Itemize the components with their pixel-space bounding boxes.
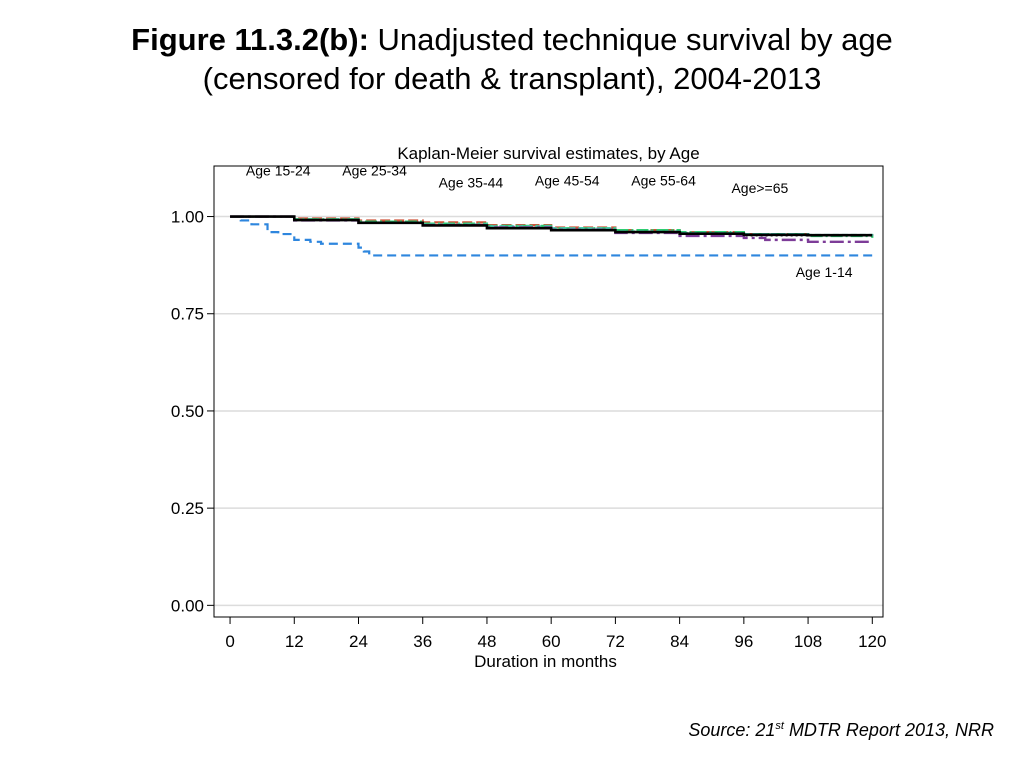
series-annotation: Age 45-54 bbox=[535, 172, 600, 188]
y-tick-label: 1.00 bbox=[171, 208, 204, 227]
series-line-age-1-14 bbox=[230, 215, 873, 257]
series-line-age-65 bbox=[230, 215, 873, 237]
series-annotation: Age 1-14 bbox=[796, 264, 853, 280]
y-tick-label: 0.25 bbox=[171, 499, 204, 518]
x-tick-label: 72 bbox=[606, 632, 625, 651]
x-tick-label: 48 bbox=[477, 632, 496, 651]
chart-title: Kaplan-Meier survival estimates, by Age bbox=[397, 144, 699, 163]
series-annotation: Age 35-44 bbox=[439, 174, 504, 190]
x-tick-label: 96 bbox=[734, 632, 753, 651]
y-tick-label: 0.00 bbox=[171, 596, 204, 615]
source-superscript: st bbox=[775, 720, 784, 732]
series-annotation: Age 15-24 bbox=[246, 163, 311, 179]
x-tick-label: 24 bbox=[349, 632, 368, 651]
source-prefix: Source: 21 bbox=[688, 720, 776, 740]
x-tick-label: 0 bbox=[225, 632, 234, 651]
km-survival-chart: Kaplan-Meier survival estimates, by Age 0… bbox=[171, 144, 887, 671]
figure-title: Figure 11.3.2(b): Unadjusted technique s… bbox=[0, 20, 1024, 98]
x-tick-label: 108 bbox=[794, 632, 822, 651]
source-note: Source: 21st MDTR Report 2013, NRR bbox=[688, 720, 994, 741]
x-tick-label: 60 bbox=[542, 632, 561, 651]
plot-frame bbox=[213, 165, 884, 618]
series-annotation: Age>=65 bbox=[731, 180, 788, 196]
series-annotation: Age 55-64 bbox=[631, 172, 696, 188]
y-tick-label: 0.75 bbox=[171, 305, 204, 324]
figure-title-line2: (censored for death & transplant), 2004-… bbox=[202, 61, 822, 96]
y-tick-label: 0.50 bbox=[171, 402, 204, 421]
x-tick-label: 36 bbox=[413, 632, 432, 651]
x-tick-label: 120 bbox=[858, 632, 886, 651]
x-axis-label: Duration in months bbox=[474, 652, 617, 671]
figure-label: Figure 11.3.2(b): bbox=[131, 22, 369, 57]
series-annotation: Age 25-34 bbox=[342, 163, 407, 179]
x-tick-label: 84 bbox=[670, 632, 689, 651]
x-tick-label: 12 bbox=[285, 632, 304, 651]
source-suffix: MDTR Report 2013, NRR bbox=[783, 720, 994, 740]
figure-title-line1: Unadjusted technique survival by age bbox=[377, 22, 893, 57]
